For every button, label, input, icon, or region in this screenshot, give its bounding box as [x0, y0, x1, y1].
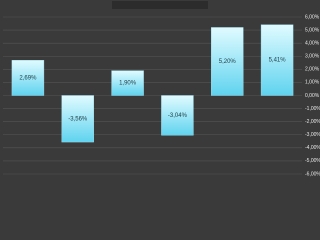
y-tick-label: 0,00% [305, 93, 320, 99]
y-tick-label: -6,00% [305, 171, 320, 177]
value-label: 5,41% [269, 58, 287, 64]
value-label: 5,20% [219, 59, 237, 65]
value-label: 2,69% [19, 75, 37, 81]
bar [211, 27, 244, 96]
bar [161, 95, 194, 136]
value-label: -3,56% [68, 116, 88, 122]
y-tick-label: -5,00% [305, 158, 320, 164]
title-bar [112, 1, 208, 9]
y-tick-label: -1,00% [305, 106, 320, 112]
y-tick-label: 6,00% [305, 14, 320, 20]
bar [260, 24, 294, 96]
bar [111, 70, 144, 96]
value-label: -3,04% [168, 113, 188, 119]
y-tick-label: 3,00% [305, 54, 320, 60]
y-tick-label: -2,00% [305, 119, 320, 125]
chart: 6,00% 5,00% 4,00% 3,00% 2,00% 1,00% 0,00% -1,00… [3, 1, 320, 178]
y-tick-label: -4,00% [305, 145, 320, 151]
y-tick-label: 5,00% [305, 27, 320, 33]
y-tick-label: -3,00% [305, 132, 320, 138]
y-tick-label: 4,00% [305, 40, 320, 46]
y-tick-label: 2,00% [305, 67, 320, 73]
value-label: 1,90% [119, 81, 137, 87]
y-tick-label: 1,00% [305, 80, 320, 86]
bar [61, 95, 94, 143]
bar [11, 60, 45, 96]
